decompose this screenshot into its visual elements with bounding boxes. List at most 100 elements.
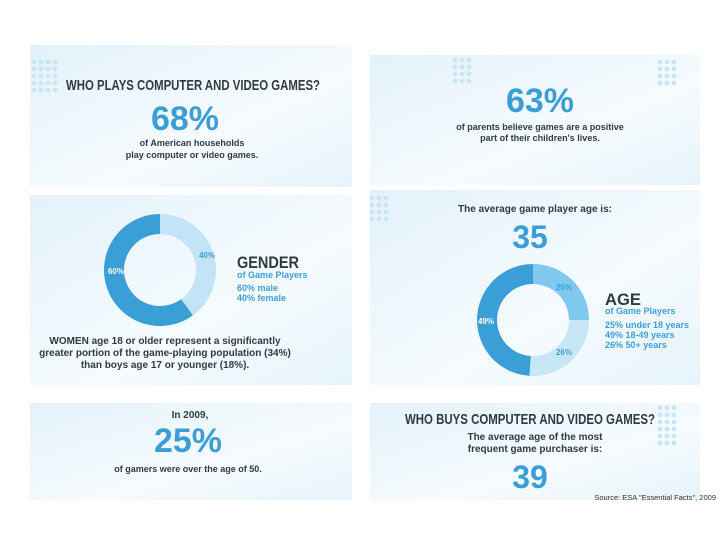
dot bbox=[657, 426, 663, 432]
dot bbox=[31, 66, 37, 72]
legend: 60% male bbox=[237, 283, 278, 293]
dot bbox=[664, 80, 670, 86]
dot bbox=[369, 209, 375, 215]
note: greater portion of the game-playing popu… bbox=[39, 348, 291, 359]
dot bbox=[459, 57, 465, 63]
heading: AGE bbox=[605, 290, 641, 309]
dot bbox=[452, 71, 458, 77]
dot bbox=[671, 66, 677, 72]
dot bbox=[52, 87, 58, 93]
dot bbox=[369, 202, 375, 208]
legend: 25% under 18 years bbox=[605, 320, 689, 330]
dot bbox=[52, 66, 58, 72]
panel bbox=[370, 55, 700, 185]
slice-label: 25% bbox=[556, 283, 572, 292]
dot bbox=[466, 57, 472, 63]
dot bbox=[31, 87, 37, 93]
donut-slice bbox=[533, 264, 589, 320]
slice-label: 40% bbox=[199, 251, 215, 260]
dot bbox=[45, 80, 51, 86]
line: play computer or video games. bbox=[126, 150, 259, 160]
dot bbox=[657, 419, 663, 425]
dot bbox=[664, 66, 670, 72]
stat: 63% bbox=[506, 82, 574, 120]
dot bbox=[664, 412, 670, 418]
legend: 40% female bbox=[237, 293, 286, 303]
panel bbox=[30, 403, 352, 500]
decoration-dots bbox=[31, 57, 677, 446]
title: WHO PLAYS COMPUTER AND VIDEO GAMES? bbox=[66, 77, 320, 94]
dot bbox=[466, 64, 472, 70]
dot bbox=[376, 202, 382, 208]
source: Source: ESA "Essential Facts", 2009 bbox=[594, 493, 716, 502]
subheading: of Game Players bbox=[237, 270, 308, 280]
dot bbox=[671, 80, 677, 86]
dot bbox=[466, 71, 472, 77]
dot bbox=[383, 209, 389, 215]
dot bbox=[657, 66, 663, 72]
slice-label: 26% bbox=[556, 348, 572, 357]
dot bbox=[376, 216, 382, 222]
dot bbox=[657, 433, 663, 439]
dot bbox=[664, 73, 670, 79]
dot bbox=[45, 59, 51, 65]
dot bbox=[383, 202, 389, 208]
dot bbox=[38, 87, 44, 93]
dot bbox=[38, 66, 44, 72]
dot bbox=[376, 209, 382, 215]
dot bbox=[52, 73, 58, 79]
dot bbox=[671, 426, 677, 432]
dot bbox=[671, 73, 677, 79]
dot bbox=[383, 195, 389, 201]
dot bbox=[31, 80, 37, 86]
note: than boys age 17 or younger (18%). bbox=[81, 360, 250, 371]
line: of American households bbox=[140, 138, 245, 148]
dot bbox=[671, 440, 677, 446]
panels bbox=[30, 45, 700, 500]
dot bbox=[52, 80, 58, 86]
dot bbox=[45, 87, 51, 93]
title: WHO BUYS COMPUTER AND VIDEO GAMES? bbox=[405, 411, 655, 428]
dot bbox=[671, 405, 677, 411]
note: WOMEN age 18 or older represent a signif… bbox=[49, 336, 281, 347]
dot bbox=[452, 78, 458, 84]
donut-slice bbox=[529, 320, 589, 377]
dot bbox=[657, 412, 663, 418]
line: part of their children's lives. bbox=[480, 133, 600, 143]
stat: 35 bbox=[512, 219, 548, 255]
dot bbox=[466, 78, 472, 84]
donut-slice bbox=[104, 214, 193, 326]
legend: 26% 50+ years bbox=[605, 340, 667, 350]
dot bbox=[664, 433, 670, 439]
line: of parents believe games are a positive bbox=[456, 122, 624, 132]
dot bbox=[45, 73, 51, 79]
stat: 39 bbox=[512, 459, 548, 495]
intro: In 2009, bbox=[172, 410, 209, 421]
dot bbox=[664, 405, 670, 411]
slice-label: 60% bbox=[108, 267, 124, 276]
subheading: of Game Players bbox=[605, 306, 676, 316]
dot bbox=[657, 80, 663, 86]
dot bbox=[664, 59, 670, 65]
dot bbox=[38, 80, 44, 86]
dot bbox=[369, 195, 375, 201]
dot bbox=[671, 59, 677, 65]
dot bbox=[671, 412, 677, 418]
dot bbox=[452, 57, 458, 63]
line: frequent game purchaser is: bbox=[468, 444, 602, 455]
dot bbox=[459, 78, 465, 84]
dot bbox=[657, 440, 663, 446]
dot bbox=[31, 59, 37, 65]
dot bbox=[52, 59, 58, 65]
dot bbox=[383, 216, 389, 222]
line: of gamers were over the age of 50. bbox=[114, 464, 262, 474]
panel bbox=[30, 45, 352, 187]
dot bbox=[459, 71, 465, 77]
legend: 49% 18-49 years bbox=[605, 330, 675, 340]
dot bbox=[664, 419, 670, 425]
slice-label: 49% bbox=[478, 317, 494, 326]
line: The average age of the most bbox=[467, 432, 603, 443]
dot bbox=[45, 66, 51, 72]
dot bbox=[671, 433, 677, 439]
